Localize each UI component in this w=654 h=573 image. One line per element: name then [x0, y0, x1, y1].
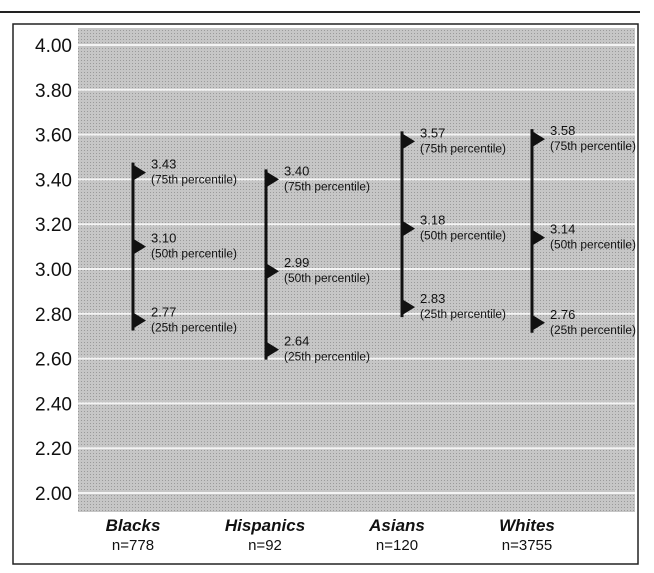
percentile-label: (75th percentile): [550, 141, 636, 153]
percentile-label: (75th percentile): [284, 181, 370, 193]
y-axis: 4.00 3.80 3.60 3.40 3.20 3.00 2.80 2.60 2.40 2.20…: [35, 36, 72, 505]
percentile-marker: [133, 164, 146, 181]
percentile-marker: [266, 341, 279, 358]
percentile-label: (25th percentile): [550, 325, 636, 337]
percentile-value: 3.40: [284, 163, 309, 178]
y-tick-label: 2.00: [35, 484, 72, 505]
percentile-marker: [402, 299, 415, 316]
percentile-value: 3.10: [151, 231, 176, 246]
percentile-value: 3.58: [550, 123, 575, 138]
percentile-marker: [532, 131, 545, 148]
percentile-label: (50th percentile): [284, 273, 370, 285]
group-asians: 3.57 (75th percentile) 3.18 (50th percentil…: [400, 125, 506, 321]
percentile-label: (50th percentile): [151, 249, 237, 261]
y-tick-label: 3.20: [35, 215, 72, 236]
category-name: Hispanics: [225, 516, 305, 535]
percentile-marker: [133, 312, 146, 329]
percentile-marker: [402, 220, 415, 237]
percentile-marker: [532, 314, 545, 331]
group-hispanics: 3.40 (75th percentile) 2.99 (50th percentil…: [264, 163, 370, 364]
category-name: Whites: [499, 516, 555, 535]
percentile-label: (25th percentile): [420, 309, 506, 321]
percentile-value: 2.64: [284, 334, 309, 349]
y-tick-label: 2.60: [35, 350, 72, 371]
percentile-value: 3.57: [420, 125, 445, 140]
y-tick-label: 3.60: [35, 126, 72, 147]
category-name: Blacks: [106, 516, 161, 535]
percentile-marker: [266, 263, 279, 280]
y-tick-label: 2.20: [35, 439, 72, 460]
percentile-label: (25th percentile): [284, 352, 370, 364]
percentile-value: 2.77: [151, 305, 176, 320]
percentile-value: 3.18: [420, 213, 445, 228]
percentile-label: (25th percentile): [151, 323, 237, 335]
percentile-value: 2.83: [420, 291, 445, 306]
y-tick-label: 3.00: [35, 260, 72, 281]
percentile-label: (75th percentile): [151, 175, 237, 187]
y-tick-label: 3.40: [35, 170, 72, 191]
y-tick-label: 4.00: [35, 36, 72, 57]
percentile-label: (50th percentile): [550, 240, 636, 252]
percentile-value: 3.43: [151, 157, 176, 172]
percentile-label: (75th percentile): [420, 143, 506, 155]
group-whites: 3.58 (75th percentile) 3.14 (50th percentil…: [530, 123, 636, 337]
percentile-marker: [266, 171, 279, 188]
series-groups: 3.43 (75th percentile) 3.10 (50th percentil…: [131, 123, 636, 364]
x-axis: Blacks n=778 Hispanics n=92 Asians n=120 White…: [106, 516, 555, 554]
percentile-value: 2.76: [550, 307, 575, 322]
percentile-marker: [402, 133, 415, 150]
group-blacks: 3.43 (75th percentile) 3.10 (50th percentil…: [131, 157, 237, 335]
percentile-value: 3.14: [550, 222, 575, 237]
percentile-label: (50th percentile): [420, 231, 506, 243]
gridlines: [78, 44, 635, 494]
y-tick-label: 2.80: [35, 305, 72, 326]
category-sample-size: n=3755: [502, 537, 552, 554]
category-sample-size: n=120: [376, 537, 418, 554]
y-tick-label: 3.80: [35, 81, 72, 102]
percentile-marker: [532, 229, 545, 246]
category-name: Asians: [368, 516, 425, 535]
percentile-value: 2.99: [284, 255, 309, 270]
category-sample-size: n=92: [248, 537, 282, 554]
percentile-marker: [133, 238, 146, 255]
y-tick-label: 2.40: [35, 394, 72, 415]
category-sample-size: n=778: [112, 537, 154, 554]
